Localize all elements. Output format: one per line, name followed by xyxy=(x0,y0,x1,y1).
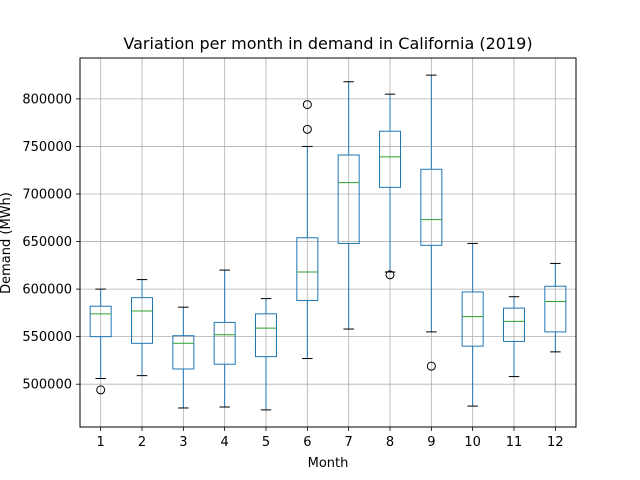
x-tick-label: 11 xyxy=(506,435,523,450)
iqr-box xyxy=(213,321,236,365)
outlier-point xyxy=(426,361,436,371)
box-series xyxy=(89,74,567,411)
x-tick-label: 5 xyxy=(262,435,270,450)
box-month-2 xyxy=(131,279,153,377)
outlier-point xyxy=(96,385,106,395)
iqr-box xyxy=(172,335,195,370)
outlier-point xyxy=(302,100,312,110)
x-axis: 1 2 3 4 5 6 7 8 9 10 11 12 xyxy=(97,427,564,450)
iqr-box xyxy=(461,291,484,347)
box-month-10 xyxy=(461,242,484,407)
iqr-box xyxy=(131,297,153,344)
y-tick-label: 700000 xyxy=(22,187,72,202)
x-tick-label: 8 xyxy=(386,435,394,450)
plot-frame xyxy=(79,57,577,428)
iqr-box xyxy=(379,130,401,188)
x-tick-label: 6 xyxy=(303,435,311,450)
iqr-box xyxy=(296,237,319,302)
y-tick-label: 800000 xyxy=(22,92,72,107)
outlier-point xyxy=(385,270,395,280)
x-tick-label: 4 xyxy=(221,435,229,450)
chart-title: Variation per month in demand in Califor… xyxy=(123,34,532,53)
iqr-box xyxy=(89,305,112,338)
y-axis: 500000 550000 600000 650000 700000 750000 8000… xyxy=(22,92,80,393)
x-tick-label: 7 xyxy=(345,435,353,450)
iqr-box xyxy=(420,168,443,246)
y-axis-title: Demand (MWh) xyxy=(0,192,14,294)
y-tick-label: 750000 xyxy=(22,140,72,155)
box-month-8 xyxy=(379,93,401,280)
box-month-5 xyxy=(255,298,277,411)
x-tick-label: 2 xyxy=(138,435,146,450)
y-tick-label: 550000 xyxy=(22,330,72,345)
iqr-box xyxy=(503,307,525,342)
outlier-point xyxy=(302,124,312,134)
iqr-box xyxy=(544,285,567,333)
y-tick-label: 500000 xyxy=(22,378,72,393)
box-month-7 xyxy=(337,81,360,330)
x-tick-label: 3 xyxy=(179,435,187,450)
x-tick-label: 10 xyxy=(464,435,481,450)
x-tick-label: 1 xyxy=(97,435,105,450)
box-month-1 xyxy=(89,288,112,395)
y-tick-label: 600000 xyxy=(22,283,72,298)
box-month-11 xyxy=(503,296,525,378)
box-month-12 xyxy=(544,262,567,353)
box-month-9 xyxy=(420,74,443,371)
box-month-3 xyxy=(172,306,195,409)
y-tick-label: 650000 xyxy=(22,235,72,250)
box-month-4 xyxy=(213,269,236,408)
iqr-box xyxy=(255,313,277,358)
grid-lines xyxy=(80,58,576,427)
x-axis-title: Month xyxy=(308,456,349,471)
x-tick-label: 12 xyxy=(547,435,564,450)
box-month-6 xyxy=(296,100,319,360)
iqr-box xyxy=(337,154,360,244)
x-tick-label: 9 xyxy=(427,435,435,450)
